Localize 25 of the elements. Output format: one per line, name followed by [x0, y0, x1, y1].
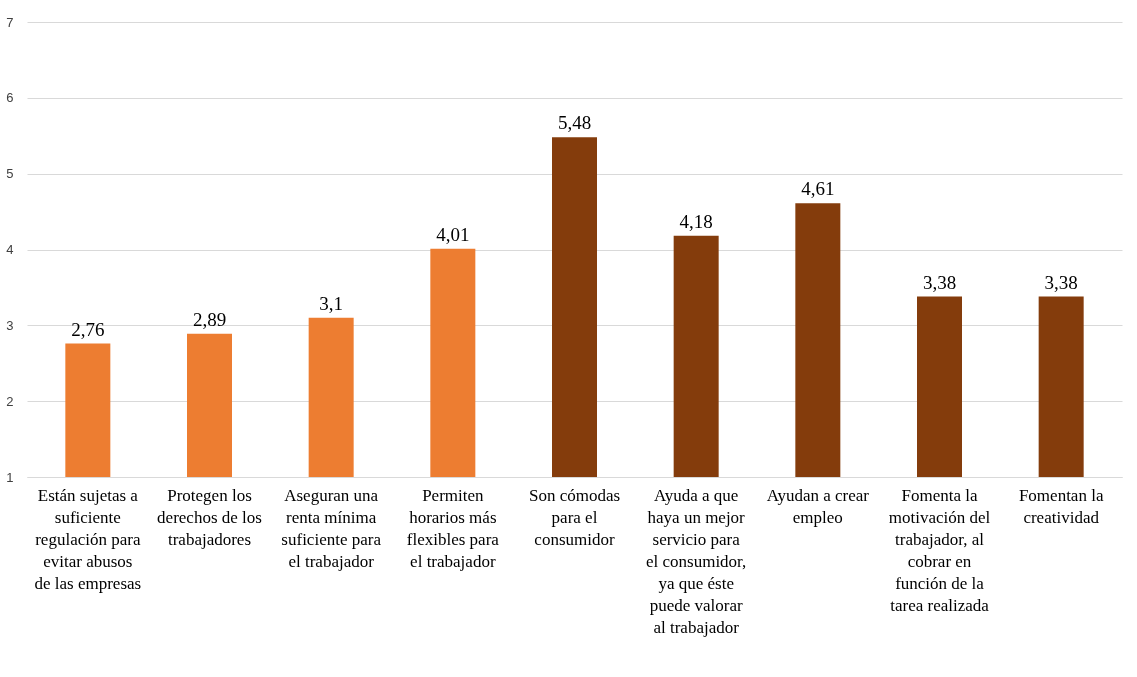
y-tick-label: 3 — [6, 317, 14, 333]
data-label: 3,38 — [1044, 271, 1078, 293]
x-tick-label: Ayuda a que haya un mejor servicio para el consumidor, ya que éste puede valorar al trabajador — [645, 485, 747, 637]
x-tick-label: Están sujetas a suficiente regulación para evitar abusos de las empresas — [34, 485, 142, 593]
data-label: 4,18 — [679, 210, 713, 232]
data-label: 4,61 — [801, 178, 835, 200]
y-tick-label: 1 — [6, 469, 14, 485]
y-tick-label: 7 — [6, 14, 14, 30]
x-tick-label: Fomentan la creatividad — [1018, 485, 1104, 527]
data-label: 3,1 — [319, 292, 344, 314]
x-tick-label: Aseguran una renta mínima suficiente para el trabajador — [281, 485, 382, 571]
y-tick-label: 6 — [6, 90, 14, 106]
x-tick-label: Protegen los derechos de los trabajadores — [157, 485, 262, 549]
x-tick-label: Son cómodas para el consumidor — [528, 485, 621, 549]
data-label: 3,38 — [922, 271, 957, 293]
x-tick-label: Permiten horarios más flexibles para el trabajador — [406, 485, 500, 571]
y-tick-label: 5 — [6, 166, 14, 182]
x-tick-label: Ayudan a crear empleo — [766, 485, 870, 527]
y-tick-label: 2 — [6, 393, 14, 409]
data-label: 5,48 — [557, 112, 592, 134]
data-label: 2,76 — [71, 318, 105, 340]
y-tick-label: 4 — [6, 242, 14, 257]
data-label: 2,89 — [192, 308, 227, 330]
data-label: 4,01 — [436, 223, 470, 245]
x-tick-label: Fomenta la motivación del trabajador, al cobrar en función de la tarea realizada — [888, 485, 991, 615]
